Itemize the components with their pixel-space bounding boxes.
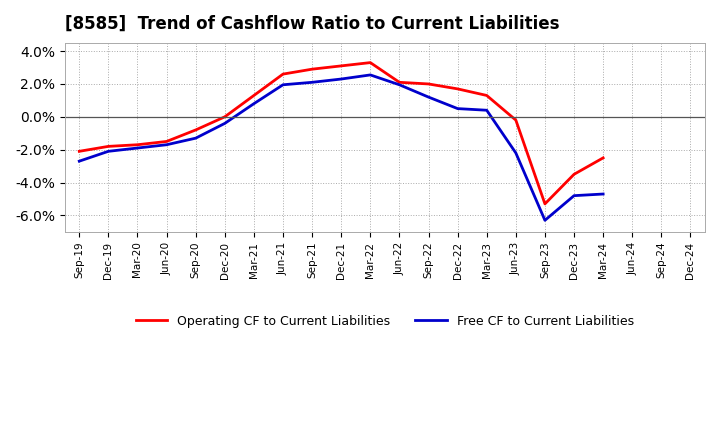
Free CF to Current Liabilities: [366, 72, 374, 77]
Operating CF to Current Liabilities: [250, 93, 258, 98]
Operating CF to Current Liabilities: [192, 127, 200, 132]
Free CF to Current Liabilities: [454, 106, 462, 111]
Free CF to Current Liabilities: [162, 142, 171, 147]
Operating CF to Current Liabilities: [133, 142, 142, 147]
Operating CF to Current Liabilities: [482, 93, 491, 98]
Free CF to Current Liabilities: [337, 77, 346, 82]
Line: Operating CF to Current Liabilities: Operating CF to Current Liabilities: [79, 62, 603, 204]
Free CF to Current Liabilities: [482, 108, 491, 113]
Operating CF to Current Liabilities: [366, 60, 374, 65]
Free CF to Current Liabilities: [192, 136, 200, 141]
Operating CF to Current Liabilities: [220, 114, 229, 119]
Free CF to Current Liabilities: [250, 101, 258, 106]
Operating CF to Current Liabilities: [541, 201, 549, 206]
Operating CF to Current Liabilities: [75, 149, 84, 154]
Operating CF to Current Liabilities: [570, 172, 578, 177]
Free CF to Current Liabilities: [307, 80, 316, 85]
Free CF to Current Liabilities: [279, 82, 287, 88]
Operating CF to Current Liabilities: [424, 81, 433, 87]
Free CF to Current Liabilities: [395, 82, 404, 88]
Free CF to Current Liabilities: [541, 218, 549, 223]
Text: [8585]  Trend of Cashflow Ratio to Current Liabilities: [8585] Trend of Cashflow Ratio to Curren…: [65, 15, 559, 33]
Free CF to Current Liabilities: [75, 158, 84, 164]
Free CF to Current Liabilities: [599, 191, 608, 197]
Operating CF to Current Liabilities: [307, 66, 316, 72]
Free CF to Current Liabilities: [570, 193, 578, 198]
Line: Free CF to Current Liabilities: Free CF to Current Liabilities: [79, 75, 603, 220]
Operating CF to Current Liabilities: [279, 71, 287, 77]
Free CF to Current Liabilities: [104, 149, 113, 154]
Free CF to Current Liabilities: [133, 145, 142, 150]
Operating CF to Current Liabilities: [337, 63, 346, 69]
Operating CF to Current Liabilities: [162, 139, 171, 144]
Operating CF to Current Liabilities: [599, 155, 608, 161]
Operating CF to Current Liabilities: [395, 80, 404, 85]
Free CF to Current Liabilities: [511, 150, 520, 156]
Operating CF to Current Liabilities: [511, 117, 520, 123]
Operating CF to Current Liabilities: [454, 86, 462, 92]
Operating CF to Current Liabilities: [104, 144, 113, 149]
Free CF to Current Liabilities: [424, 95, 433, 100]
Legend: Operating CF to Current Liabilities, Free CF to Current Liabilities: Operating CF to Current Liabilities, Fre…: [131, 310, 639, 333]
Free CF to Current Liabilities: [220, 121, 229, 126]
